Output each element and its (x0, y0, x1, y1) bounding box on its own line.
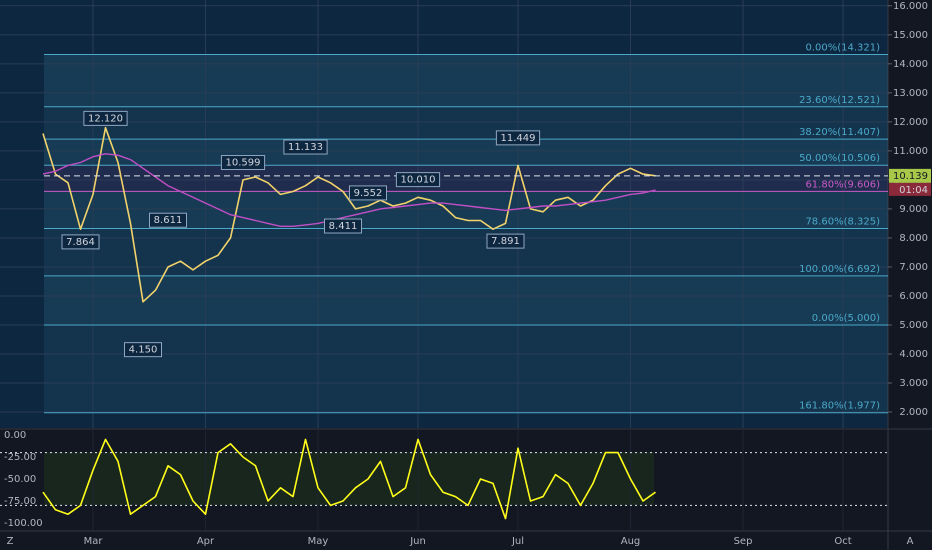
last-price-box (889, 168, 931, 183)
y-tick-label: 5.000 (899, 320, 928, 331)
annotation-box (324, 218, 362, 234)
x-tick-label: Oct (834, 536, 851, 547)
annotation-box (495, 130, 541, 146)
y-tick-label: 4.000 (899, 349, 928, 360)
annotation-label: 4.150 (129, 345, 158, 356)
x-tick-label: Apr (197, 536, 215, 547)
annotation-label: 8.411 (329, 221, 358, 232)
x-tick-label: Aug (621, 536, 641, 547)
annotation-label: 10.010 (401, 175, 436, 186)
annotation-box (149, 212, 187, 228)
annotation-label: 9.552 (354, 188, 383, 199)
oscillator-tick-label: -100.00 (4, 518, 43, 529)
x-tick-label: Jul (511, 536, 524, 547)
countdown-box (889, 182, 931, 196)
x-tick-label: Sep (734, 536, 753, 547)
last-price-label: 10.139 (893, 171, 928, 182)
y-tick-label: 9.000 (899, 204, 928, 215)
annotation-box (486, 233, 525, 249)
y-tick-label: 6.000 (899, 291, 928, 302)
oscillator-tick-label: -25.00 (4, 452, 36, 463)
annotation-label: 11.133 (288, 142, 323, 153)
annotation-box (220, 155, 266, 171)
annotation-box (61, 234, 100, 250)
annotation-box (124, 342, 162, 358)
y-tick-label: 7.000 (899, 262, 928, 273)
control-button: A (907, 536, 914, 547)
fib-band (44, 324, 888, 413)
fib-label: 61.80%(9.606) (805, 179, 880, 190)
y-tick-label: 14.000 (893, 59, 928, 70)
x-tick-label: Jun (409, 536, 426, 547)
annotation-box (283, 139, 328, 155)
fib-label: 0.00%(5.000) (812, 313, 880, 324)
y-tick-label: 13.000 (893, 88, 928, 99)
y-tick-label: 3.000 (899, 378, 928, 389)
annotation-label: 12.120 (88, 113, 123, 124)
moving-average (42, 153, 656, 227)
fib-band (44, 165, 888, 192)
fib-band (44, 139, 888, 166)
fib-band (44, 54, 888, 107)
y-tick-label: 12.000 (893, 117, 928, 128)
oscillator-tick-label: -75.00 (4, 496, 36, 507)
control-button: Z (7, 536, 14, 547)
annotation-label: 11.449 (501, 133, 536, 144)
annotation-box (349, 185, 387, 201)
fib-label: 0.00%(14.321) (805, 43, 880, 54)
fib-label: 23.60%(12.521) (799, 95, 880, 106)
countdown-label: 01:04 (899, 185, 928, 196)
fib-band (44, 106, 888, 140)
fib-label: 38.20%(11.407) (799, 127, 880, 138)
oscillator-line (42, 438, 656, 520)
annotation-box (83, 110, 128, 126)
annotation-label: 7.891 (491, 236, 520, 247)
annotation-label: 7.864 (66, 237, 95, 248)
y-tick-label: 16.000 (893, 1, 928, 12)
fib-band (44, 275, 888, 325)
y-tick-label: 8.000 (899, 233, 928, 244)
y-tick-label: 15.000 (893, 30, 928, 41)
oscillator-band (44, 452, 654, 505)
fib-label: 78.60%(8.325) (805, 217, 880, 228)
x-tick-label: Mar (84, 536, 104, 547)
fib-label: 161.80%(1.977) (799, 401, 880, 412)
fib-label: 100.00%(6.692) (799, 264, 880, 275)
fib-label: 50.00%(10.506) (799, 153, 880, 164)
y-tick-label: 2.000 (899, 407, 928, 418)
annotation-label: 10.599 (226, 158, 261, 169)
x-tick-label: May (308, 536, 329, 547)
oscillator-tick-label: -50.00 (4, 474, 36, 485)
fib-band (44, 228, 888, 276)
y-tick-label: 11.000 (893, 146, 928, 157)
annotation-box (395, 172, 441, 188)
oscillator-tick-label: 0.00 (4, 430, 26, 441)
annotation-label: 8.611 (154, 215, 183, 226)
